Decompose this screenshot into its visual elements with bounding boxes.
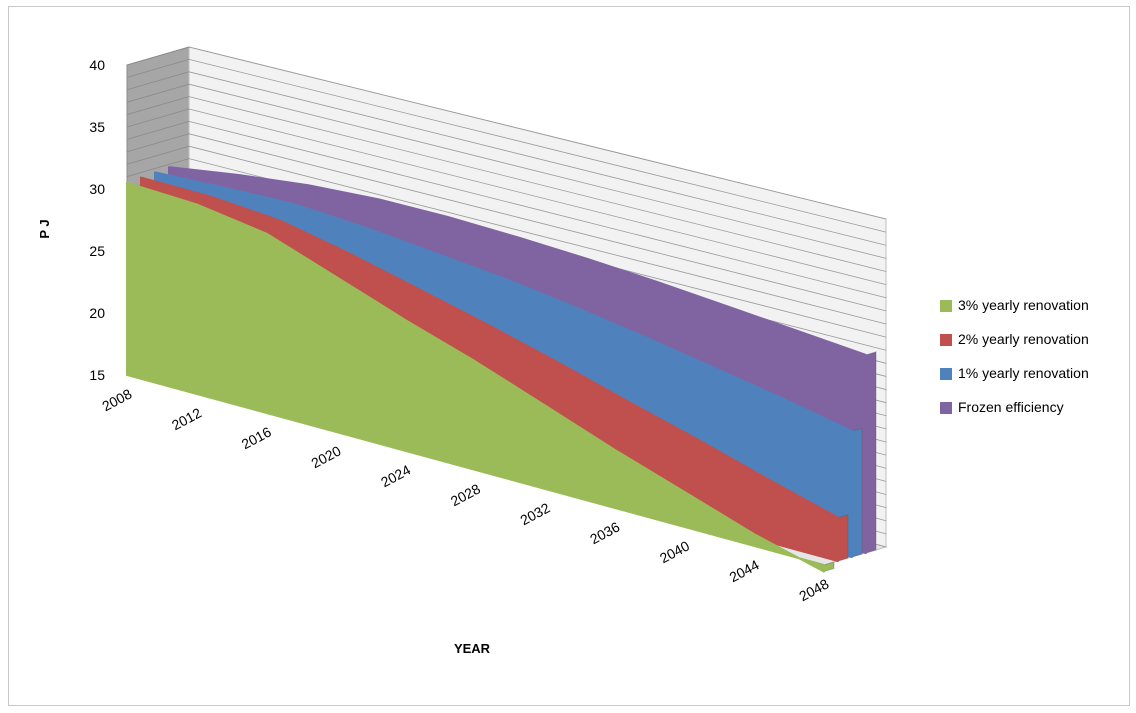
series-area-1	[126, 181, 825, 573]
legend-item: Frozen efficiency	[940, 399, 1064, 415]
y-tick-label: 20	[89, 305, 105, 321]
gridline	[188, 145, 887, 325]
legend-swatch	[940, 368, 952, 380]
x-tick-label: 2028	[448, 480, 483, 509]
area-chart-3d: 15 20 25 30 35 40 2008 2012 2016 2020 2024 2028 203…	[37, 46, 1089, 656]
side-gridline	[126, 59, 190, 78]
y-tick-label: 25	[89, 243, 105, 259]
series-side-2	[837, 514, 849, 562]
legend-swatch	[940, 402, 952, 414]
legend-swatch	[940, 334, 952, 346]
x-tick-label: 2036	[587, 518, 622, 547]
legend: 3% yearly renovation 2% yearly renovation…	[940, 297, 1089, 415]
gridline	[188, 59, 887, 233]
legend-label: 3% yearly renovation	[958, 297, 1089, 313]
legend-item: 1% yearly renovation	[940, 365, 1089, 381]
series-side-3	[851, 427, 863, 558]
x-tick-label: 2040	[657, 537, 692, 566]
x-tick-label: 2032	[518, 499, 553, 528]
gridline	[188, 96, 887, 272]
y-tick-label: 35	[89, 119, 105, 135]
series-side-4	[865, 351, 877, 554]
side-gridline	[126, 145, 190, 165]
x-tick-label: 2020	[308, 442, 343, 471]
legend-label: Frozen efficiency	[958, 399, 1064, 415]
series-areas	[126, 166, 877, 573]
gridline	[188, 83, 887, 259]
x-tick-label: 2012	[169, 404, 204, 433]
side-gridline	[126, 108, 190, 128]
x-tick-label: 2024	[378, 461, 413, 490]
chart-frame: 15 20 25 30 35 40 2008 2012 2016 2020 2024 2028 203…	[8, 6, 1130, 706]
y-tick-label: 30	[89, 181, 105, 197]
legend-swatch	[940, 300, 952, 312]
legend-item: 2% yearly renovation	[940, 331, 1089, 347]
y-tick-label: 40	[89, 57, 105, 73]
gridline	[188, 46, 887, 220]
legend-item: 3% yearly renovation	[940, 297, 1089, 313]
side-gridline	[126, 96, 190, 115]
side-gridline	[126, 121, 190, 140]
x-axis-label: YEAR	[454, 641, 491, 656]
side-gridline	[126, 158, 190, 177]
side-gridline	[126, 133, 190, 153]
side-gridline	[126, 71, 190, 91]
gridline	[188, 71, 887, 246]
y-axis-label: P J	[37, 219, 52, 238]
gridline	[188, 108, 887, 285]
side-gridline	[126, 46, 190, 66]
x-tick-label: 2048	[796, 575, 831, 604]
gridline	[188, 121, 887, 299]
legend-label: 1% yearly renovation	[958, 365, 1089, 381]
x-tick-label: 2044	[727, 556, 762, 585]
gridline	[188, 133, 887, 312]
x-tick-label: 2016	[239, 423, 274, 452]
y-axis-ticks: 15 20 25 30 35 40	[89, 57, 105, 383]
side-gridline	[126, 83, 190, 103]
legend-label: 2% yearly renovation	[958, 331, 1089, 347]
x-tick-label: 2008	[99, 385, 134, 414]
y-tick-label: 15	[89, 367, 105, 383]
